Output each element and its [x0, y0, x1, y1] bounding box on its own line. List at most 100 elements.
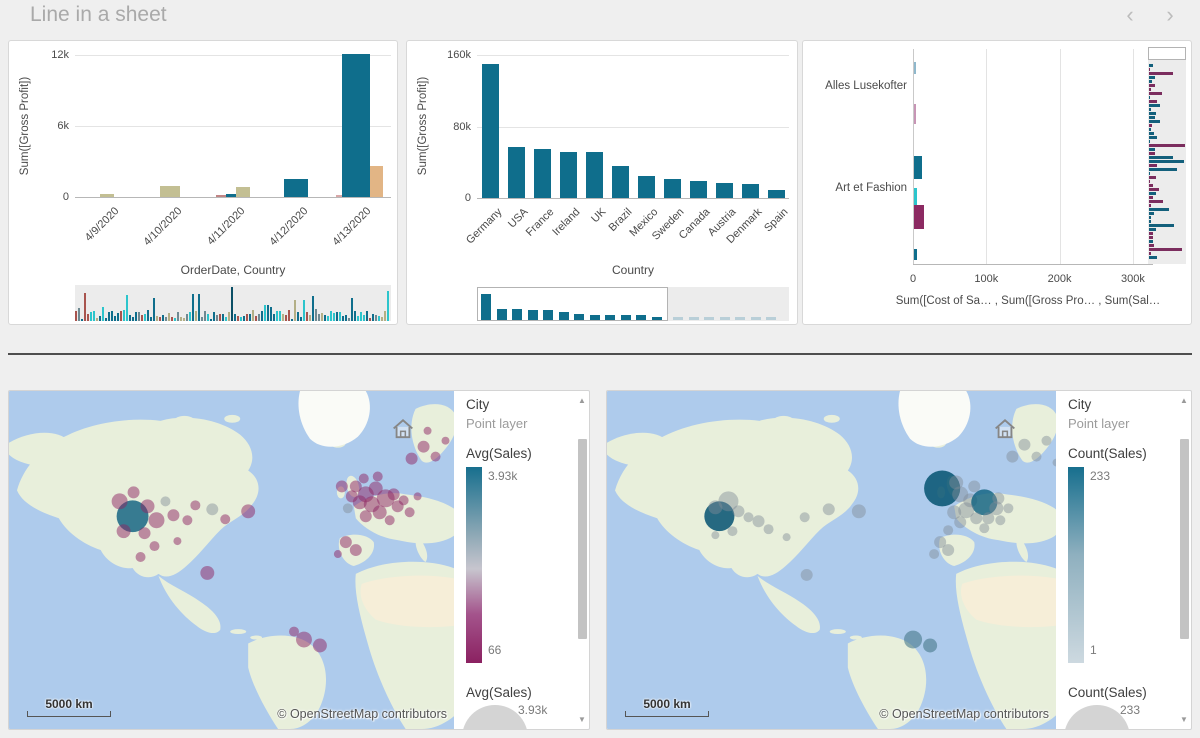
map-bubble[interactable] [111, 493, 128, 510]
map-bubble[interactable] [989, 501, 1004, 516]
map-bubble[interactable] [404, 507, 415, 518]
scrollbar-thumb[interactable] [578, 439, 587, 639]
map-bubble[interactable] [339, 536, 352, 549]
previous-sheet-button[interactable]: ‹ [1126, 2, 1134, 27]
map-bubble[interactable] [954, 516, 967, 529]
scroll-up-icon[interactable]: ▲ [578, 396, 586, 405]
map-bubble[interactable] [312, 638, 327, 653]
map-bubble[interactable] [116, 524, 131, 539]
map-bubble[interactable] [822, 503, 835, 516]
bar[interactable] [99, 194, 114, 197]
map-bubble[interactable] [167, 509, 180, 522]
bar[interactable] [284, 179, 309, 197]
map-bubble[interactable] [979, 523, 990, 534]
map-bubble[interactable] [173, 537, 182, 546]
map-bubble[interactable] [160, 496, 171, 507]
minimap-window[interactable] [477, 287, 668, 321]
map-bubble[interactable] [345, 490, 358, 503]
map-bubble[interactable] [359, 510, 372, 523]
map-bubble[interactable] [372, 471, 383, 482]
map-bubble[interactable] [924, 470, 961, 507]
map-bubble[interactable] [763, 524, 774, 535]
bar[interactable] [507, 147, 525, 198]
map-bubble[interactable] [971, 489, 998, 516]
bar[interactable] [481, 63, 499, 198]
map-bubble[interactable] [923, 638, 938, 653]
map-bubble[interactable] [1041, 435, 1052, 446]
map-bubble[interactable] [430, 451, 441, 462]
chart2-scroll-minimap[interactable] [477, 287, 789, 321]
chart1-scroll-minimap[interactable] [75, 285, 391, 321]
map-bubble[interactable] [799, 512, 810, 523]
map-bubble[interactable] [942, 544, 955, 557]
bar[interactable] [369, 166, 383, 197]
map-bubble[interactable] [384, 515, 395, 526]
map-count-sales[interactable]: 5000 km © OpenStreetMap contributors Cit… [606, 390, 1192, 730]
legend-scrollbar[interactable]: ▲ ▼ [575, 391, 589, 729]
map-avg-sales[interactable]: 5000 km © OpenStreetMap contributors Cit… [8, 390, 590, 730]
map-bubble[interactable] [904, 630, 923, 649]
bar[interactable] [216, 194, 226, 197]
map-bubble[interactable] [190, 500, 201, 511]
bar[interactable] [914, 204, 924, 229]
map-bubble[interactable] [241, 504, 256, 519]
map-bubble[interactable] [342, 503, 353, 514]
map-bubble[interactable] [140, 499, 155, 514]
map-bubble[interactable] [711, 531, 720, 540]
bar[interactable] [914, 103, 916, 124]
map-bubble[interactable] [296, 631, 312, 648]
next-sheet-button[interactable]: › [1166, 2, 1174, 27]
bar[interactable] [741, 183, 759, 198]
map-bubble[interactable] [289, 626, 299, 637]
map-bubble[interactable] [947, 505, 962, 520]
scroll-down-icon[interactable]: ▼ [1180, 715, 1188, 724]
map-bubble[interactable] [349, 544, 362, 557]
bar[interactable] [341, 53, 370, 197]
map-bubble[interactable] [727, 526, 738, 537]
map-bubble[interactable] [220, 514, 231, 525]
minimap-window[interactable] [1148, 47, 1186, 60]
bar[interactable] [335, 195, 342, 197]
bar[interactable] [767, 189, 785, 198]
map-bubble[interactable] [138, 527, 151, 540]
bar[interactable] [159, 186, 180, 197]
bar[interactable] [585, 152, 603, 198]
scroll-up-icon[interactable]: ▲ [1180, 396, 1188, 405]
bar[interactable] [689, 181, 707, 198]
map-bubble[interactable] [182, 515, 193, 526]
map-bubble[interactable] [934, 536, 947, 549]
map-bubble[interactable] [413, 492, 422, 501]
map-bubble[interactable] [398, 495, 409, 506]
chart3-scroll-minimap[interactable] [1148, 47, 1186, 264]
map-bubble[interactable] [782, 533, 791, 542]
bar[interactable] [914, 248, 917, 260]
map-bubble[interactable] [372, 505, 387, 520]
scrollbar-thumb[interactable] [1180, 439, 1189, 639]
map-bubble[interactable] [992, 492, 1005, 505]
bar[interactable] [611, 165, 629, 198]
map-bubble[interactable] [335, 480, 348, 493]
map-bubble[interactable] [405, 452, 418, 465]
map-bubble[interactable] [995, 515, 1006, 526]
map-bubble[interactable] [1006, 450, 1019, 463]
home-icon[interactable] [389, 415, 417, 443]
map-bubble[interactable] [943, 525, 954, 536]
bar[interactable] [226, 193, 236, 197]
map-bubble[interactable] [127, 486, 140, 499]
map-bubble[interactable] [752, 515, 765, 528]
map-bubble[interactable] [851, 504, 866, 519]
map-bubble[interactable] [958, 502, 975, 519]
map-bubble[interactable] [368, 481, 383, 496]
scroll-down-icon[interactable]: ▼ [578, 715, 586, 724]
map-bubble[interactable] [149, 541, 160, 552]
map-bubble[interactable] [441, 436, 450, 445]
legend-scrollbar[interactable]: ▲ ▼ [1177, 391, 1191, 729]
bar[interactable] [637, 175, 655, 198]
map-bubble[interactable] [718, 491, 739, 512]
map-bubble[interactable] [708, 500, 723, 515]
map-bubble[interactable] [704, 501, 735, 532]
map-bubble[interactable] [135, 552, 146, 562]
map-bubble[interactable] [949, 475, 964, 490]
home-icon[interactable] [991, 415, 1019, 443]
map-bubble[interactable] [732, 505, 745, 518]
